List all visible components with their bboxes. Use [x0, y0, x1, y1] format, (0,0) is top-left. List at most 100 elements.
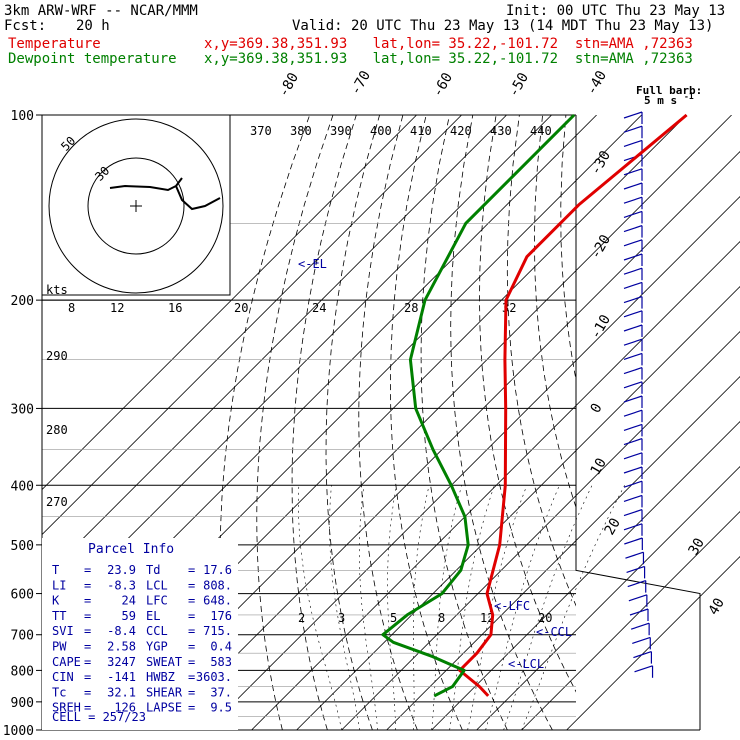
temperature-location: x,y=369.38,351.93 lat,lon= 35.22,-101.72… [204, 36, 693, 52]
parcel-equals: = [188, 563, 195, 577]
level-annotation: <-CCL [536, 625, 572, 639]
isotherm-label: 40 [706, 595, 728, 618]
parcel-equals: = [188, 685, 195, 699]
parcel-equals: = [84, 594, 91, 608]
parcel-field-value: 176 [210, 609, 232, 623]
parcel-field-value: 59 [122, 609, 136, 623]
parcel-field-value: 648. [203, 594, 232, 608]
theta-label: 370 [250, 124, 272, 138]
dry-adiabat-line [390, 115, 463, 730]
wind-barb [623, 494, 643, 502]
level-annotation: <-LFC [494, 599, 530, 613]
parcel-field-label: SHEAR [146, 685, 183, 699]
wind-barb [623, 296, 643, 304]
dewpoint-location: x,y=369.38,351.93 lat,lon= 35.22,-101.72… [204, 51, 693, 67]
isotherm-line [206, 196, 740, 730]
parcel-equals: = [188, 655, 195, 669]
parcel-field-value: 32.1 [107, 685, 136, 699]
parcel-field-value: 3603. [196, 670, 232, 684]
isotherm-label: -70 [348, 68, 375, 98]
parcel-field-label: Td [146, 563, 160, 577]
parcel-field-value: -8.4 [107, 624, 136, 638]
isotherm-label: 10 [588, 455, 610, 478]
wind-legend-title: Full barb: [636, 84, 702, 97]
wind-barb [623, 253, 643, 261]
parcel-field-label: CIN [52, 670, 74, 684]
moist-adiabat-line [387, 485, 397, 730]
mixing-ratio-label: 28 [404, 301, 418, 315]
theta-label: 440 [530, 124, 552, 138]
isotherm-label: -40 [584, 68, 611, 98]
mixing-ratio-label: 8 [68, 301, 75, 315]
wind-barb [623, 480, 643, 488]
pressure-tick-label: 1000 [3, 724, 34, 739]
isotherm-line [251, 241, 740, 730]
wind-barb [623, 281, 643, 289]
wind-barb [623, 509, 643, 517]
parcel-field-label: SVI [52, 624, 74, 638]
isotherm-line [42, 115, 417, 491]
wind-barb [623, 395, 643, 403]
dry-adiabat-line [682, 115, 740, 730]
wind-legend: Full barb: 5 m s -1 [636, 84, 702, 107]
parcel-equals: = [188, 594, 195, 608]
parcel-field-value: 24 [122, 594, 136, 608]
wind-barb [623, 409, 643, 417]
wind-barb [623, 367, 643, 375]
isotherm-line [566, 556, 740, 730]
parcel-field-label: CAPE [52, 655, 81, 669]
wind-barb [623, 466, 643, 474]
isotherm-label: -60 [430, 70, 457, 100]
parcel-equals: = [84, 624, 91, 638]
isotherm-line [161, 151, 740, 730]
wind-barb [628, 594, 648, 602]
wind-barb [623, 338, 643, 346]
wind-barb [623, 210, 643, 218]
parcel-field-value: 808. [203, 578, 232, 592]
theta-label: 430 [490, 124, 512, 138]
wind-barb [623, 125, 643, 133]
dry-adiabat-line [586, 115, 740, 730]
hodograph-ring-outer [48, 118, 224, 294]
wind-barb [623, 324, 643, 332]
isotherm-line [521, 511, 740, 730]
isotherm-label: 0 [588, 401, 606, 416]
wind-barb [634, 665, 653, 673]
parcel-field-value: 126 [114, 701, 136, 715]
wind-barb [625, 551, 644, 559]
parcel-field-label: LFC [146, 594, 168, 608]
wind-barb [633, 651, 652, 659]
mixing-ratio-label: 20 [234, 301, 248, 315]
pressure-tick-label: 300 [11, 402, 34, 417]
sounding-series [381, 113, 688, 698]
dry-adiabat-line [706, 115, 740, 730]
right-axis [575, 115, 701, 730]
parcel-field-label: SWEAT [146, 655, 182, 669]
parcel-equals: = [84, 685, 91, 699]
isotherm-line [476, 466, 740, 730]
isotherm-line [341, 331, 740, 730]
parcel-field-label: CCL [146, 624, 168, 638]
pressure-tick-label: 200 [11, 294, 34, 309]
theta-label: 380 [290, 124, 312, 138]
pressure-tick-label: 100 [11, 109, 34, 124]
parcel-field-label: EL [146, 609, 160, 623]
pressure-tick-label: 400 [11, 479, 34, 494]
parcel-field-value: 2.58 [107, 640, 136, 654]
temperature-line [458, 113, 688, 697]
moist-adiabat-line [329, 485, 360, 730]
parcel-field-label: TT [52, 609, 66, 623]
wind-barb [624, 537, 643, 545]
isotherm-line [42, 115, 507, 581]
forecast-label: Fcst: [4, 18, 47, 34]
dry-adiabat-line [560, 115, 576, 382]
wind-barb [623, 111, 643, 119]
isotherm-label: -10 [588, 312, 615, 342]
mixing-ratio-label: 24 [312, 301, 326, 315]
parcel-equals: = [188, 701, 195, 715]
forecast-hour: 20 h [76, 18, 110, 34]
isotherm-label: 30 [686, 535, 708, 558]
moist-adiabat-line [358, 485, 378, 730]
